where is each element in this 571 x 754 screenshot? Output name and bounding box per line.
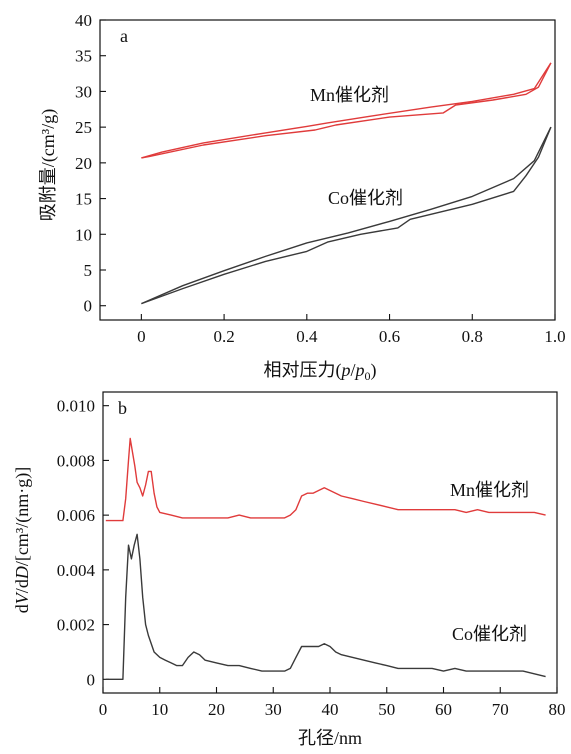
x-tick-label: 0.2 (213, 327, 234, 346)
y-tick-label: 0.008 (57, 451, 95, 470)
panel-b-frame (102, 391, 558, 694)
x-tick-label: 20 (208, 700, 225, 719)
y-tick-label: 0 (87, 670, 96, 689)
y-tick-label: 25 (75, 118, 92, 137)
panel-b-ylabel: dV/dD/[cm³/(nm·g)] (12, 467, 33, 613)
panel-a-series (141, 62, 552, 305)
x-tick-label: 10 (151, 700, 168, 719)
y-tick-label: 35 (75, 47, 92, 66)
x-tick-label: 70 (492, 700, 509, 719)
panel-a-series-label-mn: Mn催化剂 (310, 85, 389, 105)
y-tick-label: 0 (84, 297, 93, 316)
x-tick-label: 1.0 (544, 327, 565, 346)
panel-b-series-label-mn: Mn催化剂 (450, 480, 529, 500)
panel-a-ylabel: 吸附量/(cm³/g) (38, 109, 59, 221)
x-tick-label: 50 (378, 700, 395, 719)
y-tick-label: 5 (84, 261, 93, 280)
y-tick-label: 40 (75, 11, 92, 30)
series-line-co (105, 533, 546, 680)
series-line-co-adsorption (141, 126, 552, 305)
panel-a-series-label-co: Co催化剂 (328, 188, 403, 208)
panel-a-axes (99, 19, 556, 321)
panel-b-series-label-co: Co催化剂 (452, 624, 527, 644)
x-tick-label: 0.4 (296, 327, 318, 346)
x-tick-label: 40 (322, 700, 339, 719)
x-tick-label: 80 (549, 700, 566, 719)
panel-a-xlabel: 相对压力(p/p0) (263, 360, 376, 383)
x-tick-label: 0 (137, 327, 146, 346)
y-tick-label: 30 (75, 82, 92, 101)
panel-b-ticks: 0 10 20 30 40 50 60 70 80 0 0.002 0.004 0.006 0.008 0.… (57, 397, 566, 719)
y-tick-label: 0.010 (57, 397, 95, 416)
panel-b-xlabel: 孔径/nm (298, 728, 362, 748)
y-tick-label: 0.002 (57, 616, 95, 635)
x-tick-label: 30 (265, 700, 282, 719)
panel-b-axes (102, 391, 558, 694)
y-tick-label: 0.006 (57, 506, 95, 525)
series-line-mn-adsorption (141, 62, 552, 159)
x-tick-label: 0.8 (462, 327, 483, 346)
panel-b-series (105, 437, 546, 680)
y-tick-label: 20 (75, 154, 92, 173)
y-tick-label: 10 (75, 225, 92, 244)
panel-a-ticks: 0 0.2 0.4 0.6 0.8 1.0 0 5 10 15 20 25 30 35 40 (75, 11, 566, 346)
panel-a-adsorption-isotherm: 0 0.2 0.4 0.6 0.8 1.0 0 5 10 15 20 25 30 35 40 a Mn催化剂… (38, 11, 566, 383)
panel-a-letter: a (120, 26, 128, 46)
panel-b-pore-distribution: 0 10 20 30 40 50 60 70 80 0 0.002 0.004 0.006 0.008 0.… (12, 391, 566, 748)
x-tick-label: 60 (435, 700, 452, 719)
series-line-co-desorption (141, 126, 552, 305)
panel-a-frame (99, 19, 556, 321)
x-tick-label: 0.6 (379, 327, 400, 346)
y-tick-label: 0.004 (57, 561, 96, 580)
x-tick-label: 0 (99, 700, 108, 719)
y-tick-label: 15 (75, 190, 92, 209)
series-line-mn (105, 437, 546, 522)
series-line-mn-desorption (141, 62, 552, 159)
panel-b-letter: b (118, 398, 127, 418)
